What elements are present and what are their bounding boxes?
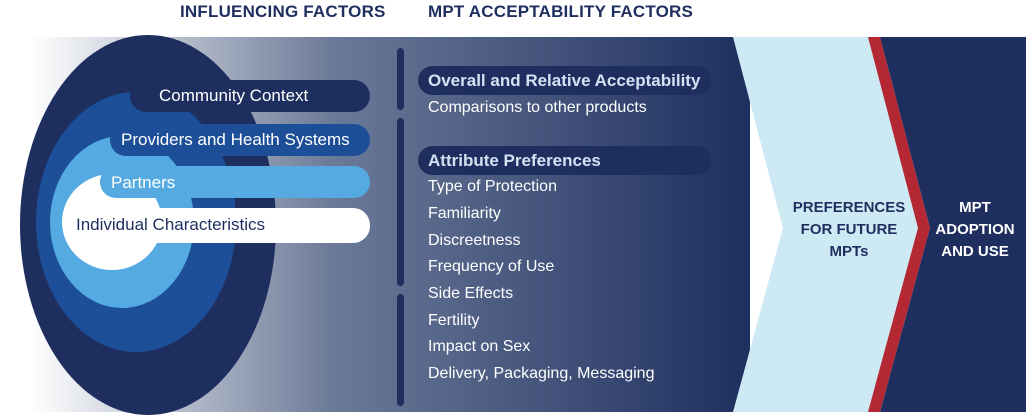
overall-acceptability-title: Overall and Relative Acceptability [428,71,701,90]
divider-segment [397,118,404,286]
influencing-factors-heading: INFLUENCING FACTORS [180,2,386,21]
overall-header-pill [418,66,711,95]
band-providers [110,124,370,156]
acceptability-item: Comparisons to other products [428,99,647,116]
attribute-item: Delivery, Packaging, Messaging [428,365,655,382]
community-context-label: Community Context [159,86,309,105]
acceptability-factors-heading: MPT ACCEPTABILITY FACTORS [428,2,694,21]
preferences-chevron [733,37,922,412]
mpt-adoption-use-label: MPT ADOPTION AND USE [935,199,1015,260]
attribute-item: Discreetness [428,232,521,249]
individual-characteristics-label: Individual Characteristics [76,215,265,234]
providers-health-systems-label: Providers and Health Systems [121,130,350,149]
band-community [130,80,370,112]
attribute-item: Frequency of Use [428,258,555,275]
band-individual [70,208,370,243]
adoption-block [880,37,1026,412]
band-partners [100,166,370,198]
divider-segment [397,48,404,110]
attribute-item: Impact on Sex [428,338,531,355]
attribute-preferences-title: Attribute Preferences [428,151,601,170]
attribute-item: Fertility [428,312,480,329]
partners-label: Partners [111,173,176,192]
attribute-item: Side Effects [428,285,514,302]
accent-chevron-edge [868,37,930,412]
preferences-future-mpts-label: PREFERENCES FOR FUTURE MPTs [792,199,906,260]
divider-segment [397,294,404,406]
attributes-header-pill [418,146,711,175]
attribute-item: Familiarity [428,205,501,222]
attribute-item: Type of Protection [428,178,557,195]
